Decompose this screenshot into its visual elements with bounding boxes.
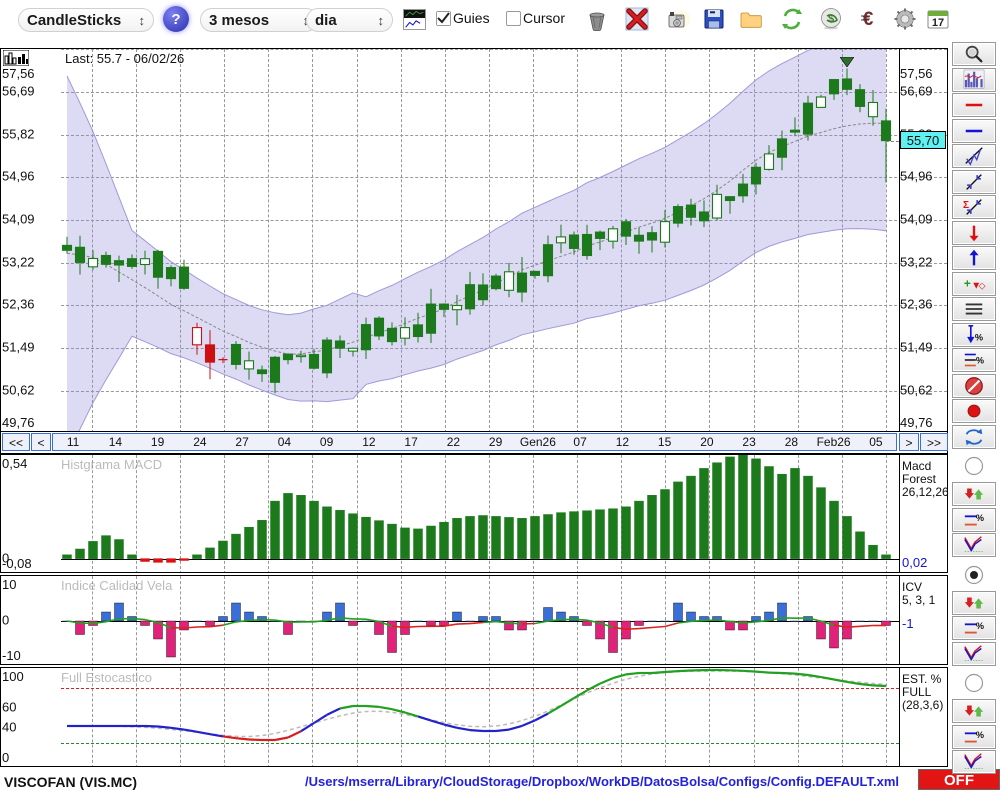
svg-text:+: + <box>964 276 971 290</box>
svg-text:Σ: Σ <box>963 200 969 211</box>
svg-text:%: % <box>975 332 983 342</box>
svg-text:%: % <box>976 621 984 631</box>
svg-text:17: 17 <box>932 17 944 29</box>
svg-text:%: % <box>976 356 984 366</box>
svg-text:$: $ <box>828 13 834 25</box>
svg-text:◇: ◇ <box>979 280 986 290</box>
svg-text:%: % <box>976 729 984 739</box>
svg-text:%: % <box>976 512 984 522</box>
